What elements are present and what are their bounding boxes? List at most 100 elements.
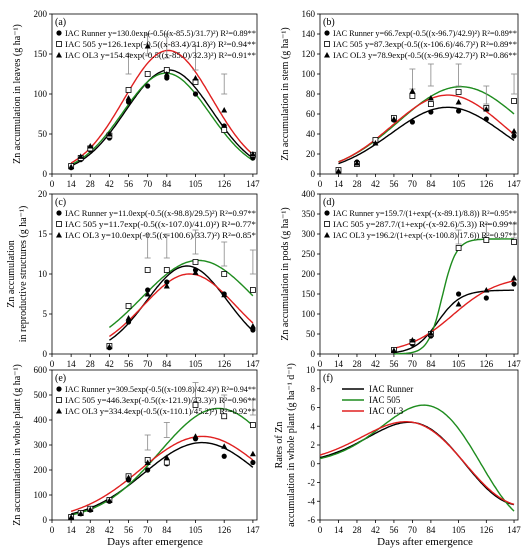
y-tick-label: 350 <box>302 209 316 219</box>
y-tick-label: 10 <box>38 269 48 279</box>
data-point-triangle <box>335 168 342 174</box>
y-tick-label: 0 <box>311 459 316 469</box>
legend-entry: IAC 505 y=11.7exp(-0.5((x-107.0)/41.0)²)… <box>65 220 256 229</box>
data-point-triangle <box>427 330 434 336</box>
x-tick-label: 105 <box>452 359 466 369</box>
chart-panel-1: 0 14 28 42 56 70 84 105 126 147 0 50 100 150 200 Zn acc… <box>12 9 260 189</box>
y-axis-label: Rates of Znaccumulation in whole plant (… <box>274 363 297 527</box>
legend-entry: IAC 505 y=87.3exp(-0.5((x-106.6)/46.7)²)… <box>333 40 517 49</box>
x-tick-label: 126 <box>480 359 494 369</box>
y-tick-label: 20 <box>38 189 48 199</box>
data-point-square <box>455 89 462 95</box>
plot-frame <box>319 369 519 521</box>
x-tick-label: 0 <box>50 525 55 535</box>
data-point-square <box>427 101 434 107</box>
data-point-triangle <box>87 506 94 512</box>
data-point-triangle <box>455 99 462 105</box>
x-tick-label: 70 <box>143 179 153 189</box>
x-tick-label: 0 <box>318 179 323 189</box>
y-tick-label: 400 <box>34 415 48 425</box>
y-axis-label-line: Zn accumulation in whole plant (g ha⁻¹) <box>12 364 23 526</box>
data-point-circle <box>145 287 151 293</box>
fit-curve-iac-505 <box>393 238 514 355</box>
x-axis-label-right: Days after emergence <box>377 536 473 548</box>
y-axis-label: Zn accumulation in leaves (g ha⁻¹) <box>12 24 23 164</box>
x-tick-label: 105 <box>189 359 203 369</box>
data-point-square <box>163 459 170 466</box>
x-tick-label: 70 <box>143 525 153 535</box>
x-tick-label: 14 <box>67 179 77 189</box>
fit-curve-iac-505 <box>70 72 254 166</box>
legend-marker-circle <box>324 30 330 36</box>
legend-entry: IAC 505 <box>369 395 401 405</box>
data-point-circle <box>511 133 517 139</box>
data-point-square <box>125 303 132 309</box>
legend-entry: IAC OL3 y=10.0exp(-0.5((x-100.6)/33.7)²)… <box>65 231 256 240</box>
y-tick-label: 300 <box>302 229 316 239</box>
data-point-triangle <box>409 88 416 94</box>
data-point-square <box>249 287 256 293</box>
y-tick-label: 2 <box>311 440 316 450</box>
y-tick-label: -6 <box>308 515 316 525</box>
data-point-square <box>221 413 228 420</box>
legend-entry: IAC Runner y=159.7/(1+exp(-(x-89.1)/8.8)… <box>333 209 517 218</box>
y-axis-label-line: Rates of Zn <box>274 422 285 469</box>
data-point-triangle <box>483 287 490 293</box>
data-point-square <box>144 71 151 77</box>
chart-panel-5: 0 14 28 42 56 70 84 105 126 147 0 100 200 300 400 500 60… <box>12 364 260 535</box>
data-point-triangle <box>144 459 151 465</box>
x-tick-label: 42 <box>371 525 380 535</box>
y-tick-label: 250 <box>302 249 316 259</box>
x-tick-label: 42 <box>371 359 380 369</box>
y-axis-label-line: Zn accumulation in pods (g ha⁻¹) <box>280 207 291 341</box>
fit-curve-iac-505 <box>108 259 254 328</box>
legend-marker-triangle <box>56 52 62 58</box>
fit-curve-iac-505 <box>319 404 515 512</box>
x-tick-label: 70 <box>408 525 418 535</box>
x-tick-label: 56 <box>124 359 134 369</box>
data-point-triangle <box>511 275 518 281</box>
fit-curve-iac-runner <box>393 289 514 354</box>
y-tick-label: 5 <box>43 309 48 319</box>
data-point-triangle <box>221 107 228 113</box>
fit-curve-iac-runner <box>109 265 254 341</box>
data-point-circle <box>456 108 462 114</box>
fit-curve-iac-ol3 <box>70 435 254 512</box>
legend-marker-triangle <box>324 232 330 238</box>
x-tick-label: 147 <box>246 359 260 369</box>
x-tick-label: 28 <box>86 359 96 369</box>
legend-marker-triangle <box>56 232 62 238</box>
legend-marker-circle <box>56 30 62 36</box>
data-point-triangle <box>511 128 518 134</box>
x-tick-label: 56 <box>124 179 134 189</box>
data-point-square <box>192 259 199 265</box>
x-tick-label: 126 <box>217 525 231 535</box>
data-point-triangle <box>77 510 84 516</box>
x-tick-label: 14 <box>334 179 344 189</box>
y-tick-label: 160 <box>302 9 316 19</box>
legend-entry: IAC OL3 y=78.9exp(-0.5((x-96.9)/42.7)²) … <box>333 51 517 60</box>
data-point-square <box>511 239 517 245</box>
x-tick-label: 147 <box>507 179 521 189</box>
data-point-circle <box>511 281 517 287</box>
y-tick-label: 300 <box>34 440 48 450</box>
x-tick-label: 126 <box>217 359 231 369</box>
plot-frame <box>319 193 519 355</box>
legend-marker-square <box>56 221 62 227</box>
x-axis-label-left: Days after emergence <box>107 536 203 548</box>
data-point-circle <box>428 109 434 115</box>
y-tick-label: 200 <box>34 465 48 475</box>
y-axis-label: Zn accumulationin reproductive structure… <box>6 206 29 343</box>
y-tick-label: 8 <box>311 384 316 394</box>
data-point-circle <box>145 83 151 89</box>
legend-marker-square <box>324 221 330 227</box>
y-tick-label: 150 <box>302 289 316 299</box>
legend-marker-triangle <box>324 52 330 58</box>
data-point-triangle <box>427 95 434 101</box>
x-tick-label: 42 <box>371 179 380 189</box>
fit-curve-iac-runner <box>70 69 254 167</box>
y-tick-label: 120 <box>302 49 316 59</box>
data-point-triangle <box>87 143 94 149</box>
y-axis-label-line: accumulation in whole plant (g ha⁻¹ d⁻¹) <box>286 363 297 527</box>
data-point-square <box>249 422 256 428</box>
